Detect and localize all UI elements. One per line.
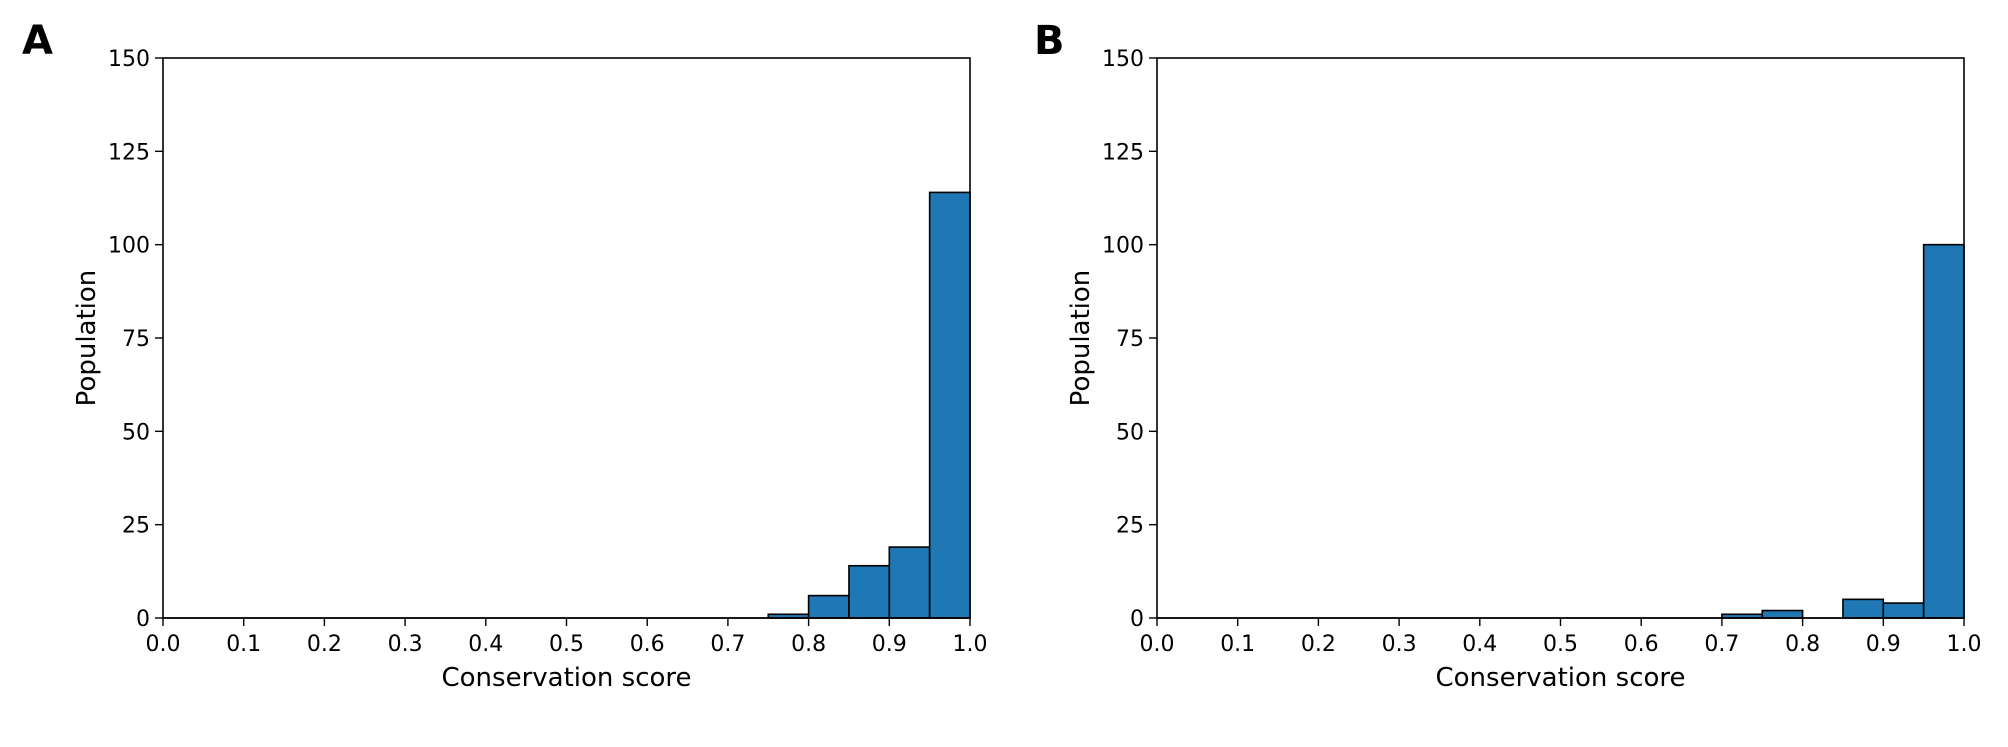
panel-a-x-ticks: 0.0 0.1 0.2 0.3 0.4 0.5 0.6 0.7 0.8 0.9 1.0: [146, 618, 988, 657]
panel-b-bars: [1157, 243, 1965, 619]
panel-a-y-axis-label: Population: [72, 270, 102, 407]
panel-a-x-tick-label: 0.7: [710, 632, 745, 657]
panel-a-x-tick-label: 0.4: [468, 632, 503, 657]
panel-b-y-tick-label: 25: [1116, 514, 1144, 539]
panel-b-y-axis-label: Population: [1066, 270, 1096, 407]
panel-a-plot-frame: [162, 57, 971, 619]
panel-a-y-tick-label: 150: [108, 47, 150, 72]
panel-b-y-ticks: 0 25 50 75 100 125 150: [1102, 47, 1157, 632]
panel-b-x-tick-label: 0.2: [1301, 632, 1336, 657]
panel-b-y-tick-label: 150: [1102, 47, 1144, 72]
panel-a-y-tick-label: 100: [108, 234, 150, 259]
panel-b-plot-frame: [1156, 57, 1965, 619]
panel-b: B 0.0 0.1 0.2 0.3 0.4 0.5 0.6 0.7 0.8 0.9 1.0 0 25 5…: [1034, 18, 1982, 693]
panel-b-x-tick-label: 0.5: [1543, 632, 1578, 657]
panel-a-x-tick-label: 0.1: [226, 632, 261, 657]
panel-b-y-tick-label: 75: [1116, 327, 1144, 352]
panel-b-y-tick-label: 100: [1102, 234, 1144, 259]
panel-a-x-tick-label: 0.9: [872, 632, 907, 657]
panel-b-x-tick-label: 0.1: [1220, 632, 1255, 657]
panel-b-x-tick-label: 0.3: [1382, 632, 1417, 657]
panel-a-y-ticks: 0 25 50 75 100 125 150: [108, 47, 163, 632]
panel-a-y-tick-label: 0: [136, 607, 150, 632]
panel-b-x-ticks: 0.0 0.1 0.2 0.3 0.4 0.5 0.6 0.7 0.8 0.9 1.0: [1140, 618, 1982, 657]
panel-a-histogram-bar: [848, 564, 891, 619]
panel-b-y-tick-label: 125: [1102, 140, 1144, 165]
panel-a-y-tick-label: 125: [108, 140, 150, 165]
panel-a-x-tick-label: 0.5: [549, 632, 584, 657]
panel-b-x-tick-label: 1.0: [1947, 632, 1982, 657]
panel-b-y-tick-label: 50: [1116, 420, 1144, 445]
panel-a-histogram-bar: [807, 594, 850, 619]
panel-b-x-axis-label: Conservation score: [1435, 663, 1685, 693]
panel-a-histogram-bar: [928, 191, 971, 619]
panel-a-x-tick-label: 0.2: [307, 632, 342, 657]
panel-b-x-tick-label: 0.8: [1785, 632, 1820, 657]
panel-a-y-tick-label: 75: [122, 327, 150, 352]
panel-b-histogram-bar: [1922, 243, 1965, 619]
panel-a-x-tick-label: 0.3: [388, 632, 423, 657]
panel-a-x-tick-label: 0.6: [630, 632, 665, 657]
panel-b-histogram-bar: [1842, 598, 1885, 619]
panel-b-y-tick-label: 0: [1130, 607, 1144, 632]
panel-b-x-tick-label: 0.7: [1704, 632, 1739, 657]
panel-b-histogram-bar: [1882, 602, 1925, 619]
panel-b-label: B: [1034, 18, 1065, 64]
panel-a-x-tick-label: 0.8: [791, 632, 826, 657]
panel-a-y-tick-label: 50: [122, 420, 150, 445]
panel-b-x-tick-label: 0.9: [1866, 632, 1901, 657]
panel-a: A 0.0 0.1 0.2 0.3 0.4 0.5 0.6 0.7 0.8 0.9 1.0 0 25 5…: [22, 18, 988, 693]
panel-b-x-tick-label: 0.0: [1140, 632, 1175, 657]
panel-a-x-tick-label: 0.0: [146, 632, 181, 657]
panel-a-label: A: [22, 18, 53, 64]
panel-a-x-axis-label: Conservation score: [441, 663, 691, 693]
panel-a-bars: [163, 191, 971, 619]
panel-b-histogram-bar: [1761, 609, 1804, 619]
panel-a-histogram-bar: [888, 546, 931, 619]
panel-b-x-tick-label: 0.6: [1624, 632, 1659, 657]
panel-a-y-tick-label: 25: [122, 514, 150, 539]
panel-a-x-tick-label: 1.0: [953, 632, 988, 657]
panel-b-x-tick-label: 0.4: [1462, 632, 1497, 657]
